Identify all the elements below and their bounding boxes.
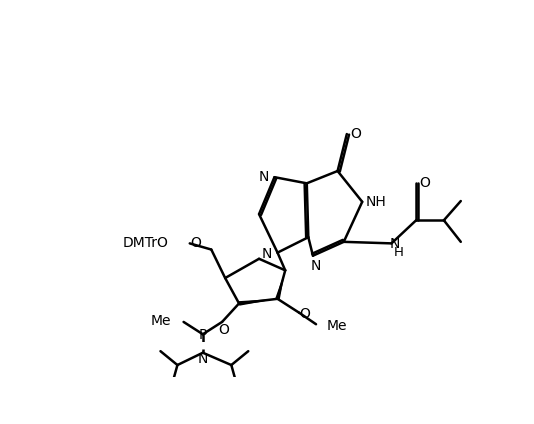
Text: N: N xyxy=(262,247,272,261)
Text: O: O xyxy=(218,324,229,338)
Text: N: N xyxy=(258,170,269,184)
Text: N: N xyxy=(389,237,400,251)
Text: H: H xyxy=(394,246,404,259)
Text: O: O xyxy=(191,236,201,250)
Polygon shape xyxy=(239,299,278,306)
Text: P: P xyxy=(199,328,207,342)
Text: DMTrO: DMTrO xyxy=(122,236,168,250)
Text: O: O xyxy=(419,176,430,190)
Text: O: O xyxy=(350,127,361,141)
Text: N: N xyxy=(311,259,321,273)
Text: Me: Me xyxy=(151,314,171,328)
Polygon shape xyxy=(276,271,285,299)
Text: Me: Me xyxy=(327,319,347,333)
Text: N: N xyxy=(198,352,208,366)
Text: O: O xyxy=(299,307,310,321)
Text: NH: NH xyxy=(366,195,387,209)
